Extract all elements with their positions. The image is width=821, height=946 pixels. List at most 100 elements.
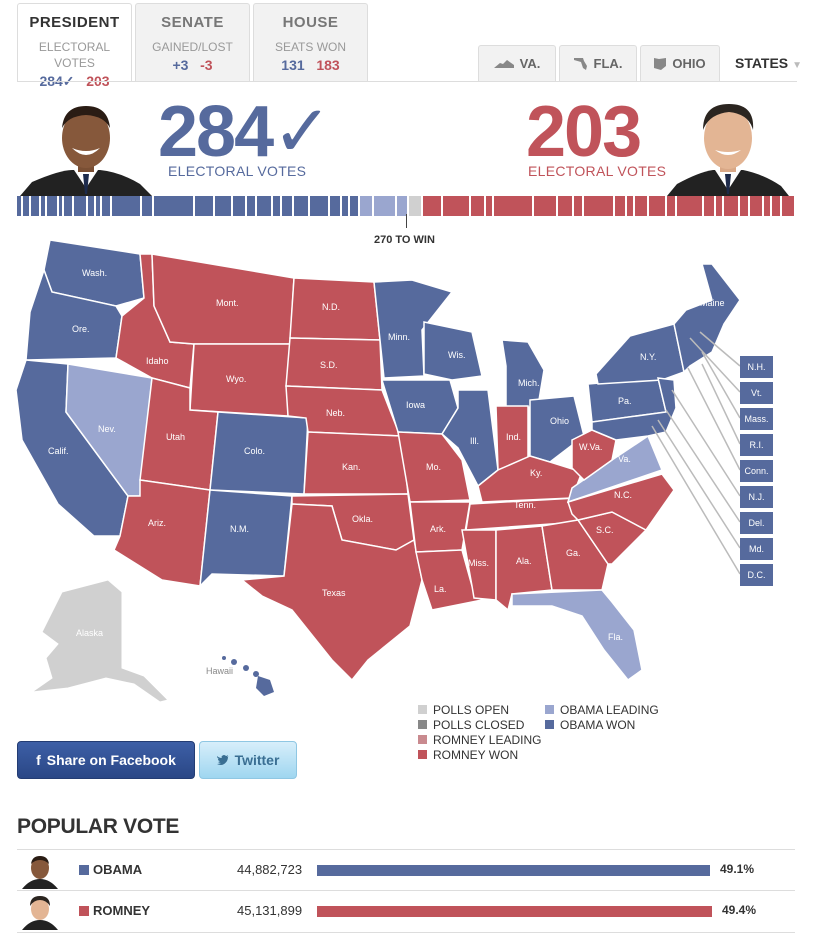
ev-bar-segment [342,196,351,216]
legend-obama-won: OBAMA WON [545,717,659,732]
tab-president-sub1: ELECTORAL [38,40,111,54]
tab-house-dem: 131 [281,57,305,73]
popular-vote-title: POPULAR VOTE [17,815,180,838]
legend-romney-leading: ROMNEY LEADING [418,732,541,747]
state-ill [441,389,499,488]
label-ny: N.Y. [640,352,656,362]
romney-name: ROMNEY [93,903,151,918]
states-dropdown[interactable]: STATES ▼ [735,55,802,71]
label-ohio: Ohio [550,416,569,426]
small-state-del[interactable]: Del. [740,512,773,534]
twitter-icon [216,755,229,765]
state-nm [199,489,293,589]
ev-bar-segment [31,196,42,216]
ev-bar-segment [101,196,112,216]
ev-bar-segment [584,196,615,216]
label-okla: Okla. [352,514,373,524]
state-miss [461,529,497,601]
ev-bar-segment [350,196,361,216]
small-state-md[interactable]: Md. [740,538,773,560]
tab-senate-sub: GAINED/LOST [152,40,233,54]
popular-vote-row-romney: ROMNEY 45,131,899 49.4% [17,891,795,933]
label-nev: Nev. [98,424,116,434]
ev-bar-segment [273,196,282,216]
label-idaho: Idaho [146,356,169,366]
small-state-vt[interactable]: Vt. [740,382,773,404]
small-state-conn[interactable]: Conn. [740,460,773,482]
ev-bar-segment [471,196,486,216]
romney-avatar [20,894,60,930]
state-nc [567,473,675,531]
share-facebook-button[interactable]: f Share on Facebook [17,741,195,779]
label-kan: Kan. [342,462,361,472]
legend-romney-won: ROMNEY WON [418,747,541,762]
romney-ev-label: ELECTORAL VOTES [528,163,667,179]
tab-president-title: PRESIDENT [29,14,120,31]
state-minn [373,279,454,379]
label-sd: S.D. [320,360,338,370]
state-ariz [113,479,211,587]
label-hawaii: Hawaii [206,666,233,676]
ev-bar-segment [47,196,60,216]
ev-bar-segment [677,196,704,216]
small-state-mass[interactable]: Mass. [740,408,773,430]
ev-bar-segment [634,196,650,216]
label-wash: Wash. [82,268,107,278]
tab-va[interactable]: VA. [478,45,556,81]
obama-ev-label: ELECTORAL VOTES [168,163,307,179]
small-state-nh[interactable]: N.H. [740,356,773,378]
label-ga: Ga. [566,548,581,558]
label-utah: Utah [166,432,185,442]
label-ariz: Ariz. [148,518,166,528]
tab-president-sub2: VOTES [54,56,95,70]
small-state-ri[interactable]: R.I. [740,434,773,456]
florida-shape-icon [573,57,587,70]
share-facebook-label: Share on Facebook [46,752,176,768]
label-la: La. [434,584,447,594]
checkmark-icon: ✓ [272,92,332,172]
small-state-dc[interactable]: D.C. [740,564,773,586]
obama-popular-votes: 44,882,723 [237,862,303,877]
tab-senate-rep: -3 [200,57,213,73]
label-va: Va. [618,454,631,464]
legend-polls-open: POLLS OPEN [418,702,541,717]
legend-right: OBAMA LEADING OBAMA WON [545,702,659,732]
us-electoral-map: Wash. Ore. Calif. Nev. Idaho Mont. Wyo. … [15,240,741,703]
state-ohio [529,395,585,463]
tab-senate-title: SENATE [161,14,224,31]
ev-bar-segment [493,196,534,216]
tab-ohio[interactable]: OHIO [640,45,720,81]
state-la [415,549,484,611]
tab-house-rep: 183 [316,57,340,73]
label-ind: Ind. [506,432,521,442]
label-wva: W.Va. [579,442,602,452]
label-maine: Maine [700,298,725,308]
state-ky [477,455,583,503]
tab-president[interactable]: PRESIDENT ELECTORAL VOTES 284✓ 203 [17,3,132,89]
state-hawaii [222,656,274,696]
tab-fla[interactable]: FLA. [559,45,637,81]
romney-vote-pct: 49.4% [722,903,757,917]
ev-bar-segment [764,196,773,216]
tab-senate[interactable]: SENATE GAINED/LOST +3 -3 [135,3,250,81]
tab-house[interactable]: HOUSE SEATS WON 131 183 [253,3,368,81]
label-nm: N.M. [230,524,249,534]
virginia-shape-icon [493,59,514,68]
ev-bar-segment [247,196,258,216]
label-ore: Ore. [72,324,90,334]
small-state-nj[interactable]: N.J. [740,486,773,508]
ev-bar-segment [422,196,444,216]
tab-house-sub: SEATS WON [274,40,347,54]
state-texas [240,503,423,682]
tab-va-label: VA. [519,56,541,71]
win-threshold-marker [406,214,407,228]
label-texas: Texas [322,588,346,598]
ev-bar-segment [723,196,740,216]
state-ga [541,519,609,591]
twitter-button[interactable]: Twitter [199,741,297,779]
ev-bar-segment [17,196,24,216]
ev-bar-segment [533,196,559,216]
ev-bar-segment [626,196,635,216]
legend-left: POLLS OPEN POLLS CLOSED ROMNEY LEADING R… [418,702,541,762]
ev-bar-segment [293,196,310,216]
